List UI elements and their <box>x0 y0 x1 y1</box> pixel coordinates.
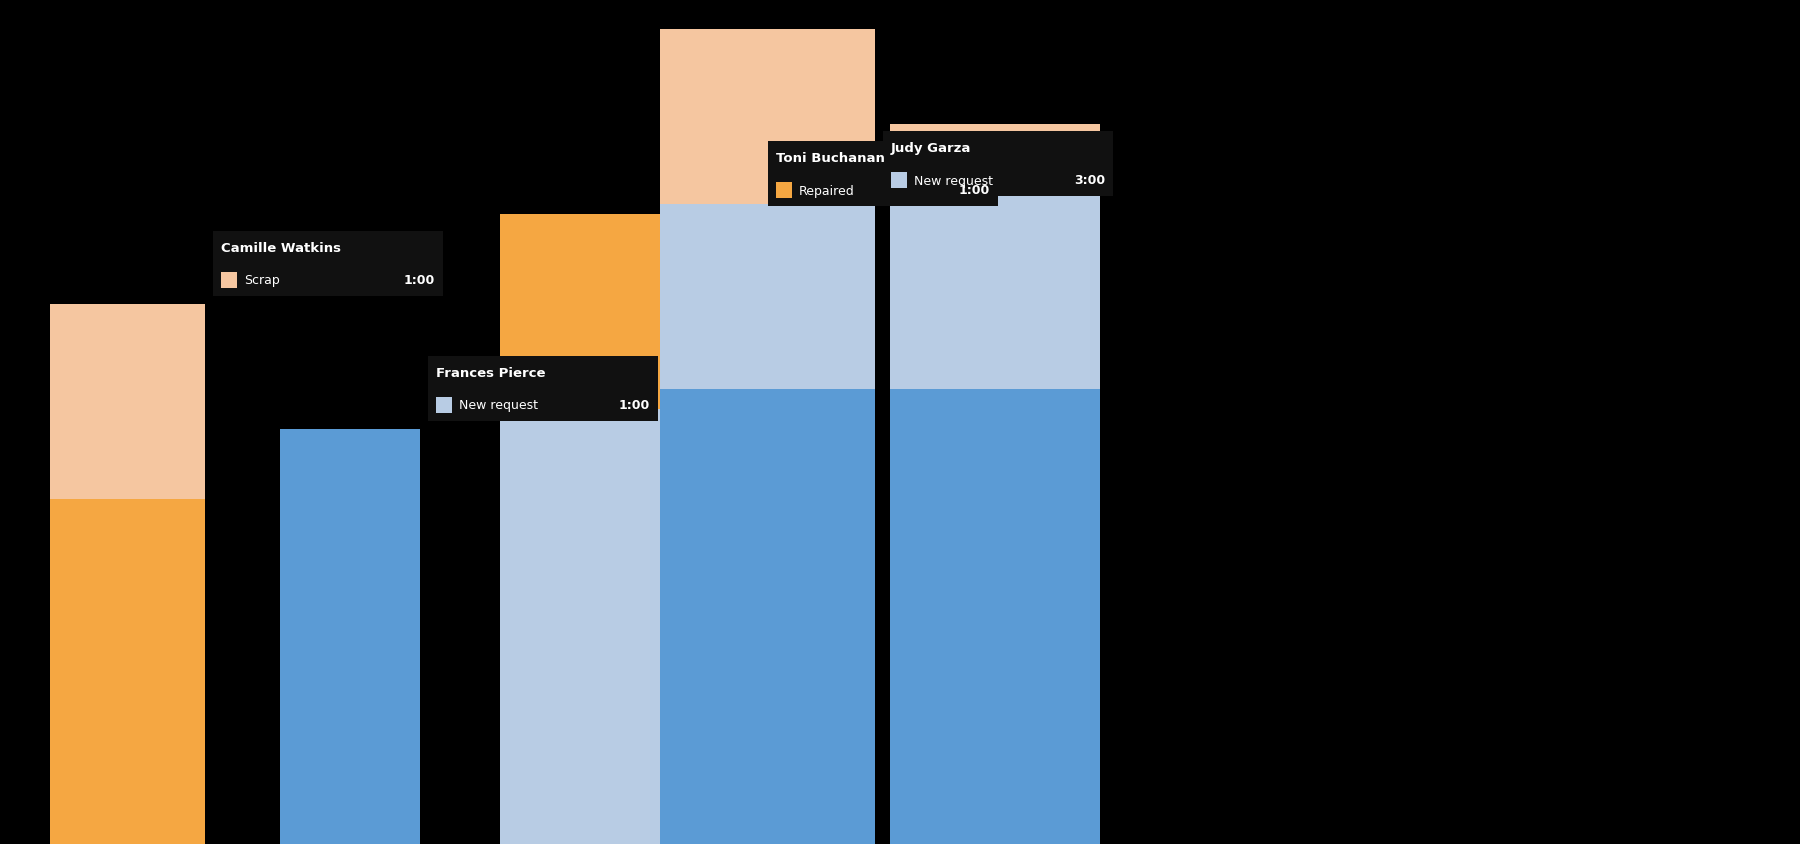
Text: Judy Garza: Judy Garza <box>891 142 972 154</box>
Bar <box>500 409 760 844</box>
Bar <box>889 390 1100 844</box>
Text: Frances Pierce: Frances Pierce <box>436 366 545 380</box>
FancyBboxPatch shape <box>212 232 443 296</box>
Bar <box>436 398 452 414</box>
Text: 3:00: 3:00 <box>1075 175 1105 187</box>
Bar <box>889 125 1100 175</box>
Bar <box>50 305 205 500</box>
Bar <box>221 273 238 289</box>
Bar <box>661 30 875 205</box>
Text: 1:00: 1:00 <box>619 399 650 412</box>
Text: Scrap: Scrap <box>245 274 279 287</box>
Text: Toni Buchanan: Toni Buchanan <box>776 152 886 165</box>
Text: 1:00: 1:00 <box>959 184 990 197</box>
Text: 1:00: 1:00 <box>403 274 436 287</box>
Bar <box>661 205 875 390</box>
Bar <box>500 214 760 409</box>
Bar <box>776 183 792 199</box>
Bar <box>281 430 419 844</box>
Bar <box>889 175 1100 390</box>
Bar <box>50 500 205 844</box>
FancyBboxPatch shape <box>769 142 997 207</box>
FancyBboxPatch shape <box>428 356 659 421</box>
Text: Repaired: Repaired <box>799 184 855 197</box>
Text: New request: New request <box>459 399 538 412</box>
Bar <box>891 173 907 189</box>
Bar <box>661 390 875 844</box>
Text: New request: New request <box>914 175 994 187</box>
Text: Camille Watkins: Camille Watkins <box>221 241 340 255</box>
FancyBboxPatch shape <box>884 132 1112 197</box>
